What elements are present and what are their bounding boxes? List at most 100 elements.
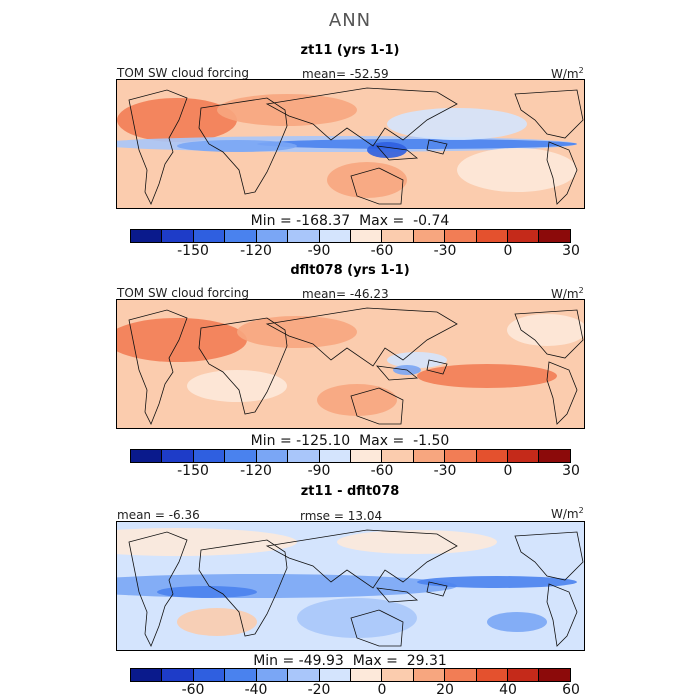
contour-region bbox=[117, 98, 237, 142]
contour-region bbox=[177, 140, 297, 152]
colorbar-swatch bbox=[162, 230, 194, 242]
colorbar-swatch bbox=[382, 230, 414, 242]
coastline bbox=[546, 361, 578, 425]
panel-1-minmax: Min = -168.37 Max = -0.74 bbox=[250, 213, 450, 229]
colorbar-tick-label: 40 bbox=[499, 682, 517, 698]
colorbar-swatch bbox=[350, 230, 383, 242]
contour-region bbox=[317, 384, 397, 416]
coastline bbox=[376, 145, 419, 161]
colorbar-swatch bbox=[193, 230, 226, 242]
colorbar-swatch bbox=[225, 669, 257, 681]
colorbar-swatch bbox=[319, 450, 351, 462]
colorbar-swatch bbox=[131, 669, 163, 681]
contour-region bbox=[257, 139, 577, 149]
panel-1-contour-field bbox=[117, 80, 584, 208]
contour-region bbox=[327, 162, 407, 198]
panel-2-units: W/m2 bbox=[551, 286, 584, 301]
contour-region bbox=[297, 598, 417, 638]
colorbar-swatch bbox=[193, 450, 226, 462]
colorbar-swatch bbox=[288, 450, 320, 462]
colorbar-tick-label: 0 bbox=[503, 243, 513, 259]
colorbar-tick-label: -30 bbox=[433, 463, 457, 479]
panel-3-colorbar-ticks: -60 -40 -20 0 20 40 60 bbox=[130, 682, 580, 700]
colorbar-tick-label: -120 bbox=[240, 463, 272, 479]
coastline bbox=[128, 89, 188, 205]
colorbar-swatch bbox=[131, 450, 163, 462]
contour-region bbox=[157, 586, 257, 598]
colorbar-tick-label: 30 bbox=[562, 243, 580, 259]
panel-3-map bbox=[116, 521, 585, 651]
contour-region bbox=[117, 528, 297, 556]
coastline bbox=[265, 307, 458, 367]
panel-1-variable-label: TOM SW cloud forcing bbox=[117, 66, 249, 80]
panel-1-colorbar-ticks: -150 -120 -90 -60 -30 0 30 bbox=[130, 243, 580, 261]
colorbar-swatch bbox=[225, 450, 257, 462]
panel-2-subtitle: dflt078 (yrs 1-1) bbox=[290, 263, 410, 278]
coastline bbox=[546, 583, 578, 647]
coastline bbox=[350, 387, 404, 425]
coastline bbox=[265, 87, 458, 147]
colorbar-swatch bbox=[225, 230, 257, 242]
coastline bbox=[198, 97, 288, 195]
coastline bbox=[514, 89, 584, 139]
colorbar-swatch bbox=[288, 230, 320, 242]
colorbar-swatch bbox=[413, 669, 446, 681]
panel-3-units: W/m2 bbox=[551, 506, 584, 521]
contour-region bbox=[387, 108, 527, 140]
colorbar-swatch bbox=[288, 669, 320, 681]
colorbar-swatch bbox=[350, 450, 383, 462]
colorbar-swatch bbox=[413, 230, 446, 242]
panel-3-subtitle: zt11 - dflt078 bbox=[300, 484, 400, 499]
colorbar-swatch bbox=[476, 450, 509, 462]
colorbar-swatch bbox=[319, 230, 351, 242]
panel-3-mean-label: mean = -6.36 bbox=[117, 508, 200, 522]
colorbar-swatch bbox=[131, 230, 163, 242]
contour-region bbox=[387, 352, 447, 368]
colorbar-swatch bbox=[382, 669, 414, 681]
coastline bbox=[350, 609, 404, 647]
colorbar-tick-label: -60 bbox=[370, 243, 394, 259]
colorbar-tick-label: 0 bbox=[503, 463, 513, 479]
colorbar-tick-label: -30 bbox=[433, 243, 457, 259]
contour-region bbox=[507, 314, 584, 346]
colorbar-swatch bbox=[508, 230, 540, 242]
colorbar-swatch bbox=[508, 450, 540, 462]
panel-2-colorbar-ticks: -150 -120 -90 -60 -30 0 30 bbox=[130, 463, 580, 481]
panel-3-colorbar bbox=[130, 668, 571, 682]
contour-region bbox=[367, 142, 407, 158]
coastline bbox=[265, 529, 458, 589]
colorbar-swatch bbox=[162, 669, 194, 681]
coastline bbox=[426, 139, 448, 155]
colorbar-swatch bbox=[476, 669, 509, 681]
contour-region bbox=[337, 530, 497, 554]
contour-region bbox=[237, 316, 357, 348]
colorbar-swatch bbox=[193, 669, 226, 681]
panel-2-minmax: Min = -125.10 Max = -1.50 bbox=[250, 433, 450, 449]
panel-2-mean-label: mean= -46.23 bbox=[302, 287, 389, 301]
coastline bbox=[376, 587, 419, 603]
coastline bbox=[514, 309, 584, 359]
panel-3-contour-field bbox=[117, 522, 584, 650]
colorbar-tick-label: -150 bbox=[177, 463, 209, 479]
panel-3-rmse-label: rmse = 13.04 bbox=[300, 509, 383, 523]
contour-region bbox=[457, 148, 577, 192]
colorbar-swatch bbox=[382, 450, 414, 462]
colorbar-swatch bbox=[256, 669, 289, 681]
panel-1-subtitle: zt11 (yrs 1-1) bbox=[300, 43, 400, 58]
panel-2-contour-field bbox=[117, 300, 584, 428]
coastline bbox=[128, 309, 188, 425]
figure-title: ANN bbox=[328, 10, 372, 31]
panel-1-colorbar bbox=[130, 229, 571, 243]
colorbar-swatch bbox=[162, 450, 194, 462]
colorbar-swatch bbox=[476, 230, 509, 242]
colorbar-swatch bbox=[319, 669, 351, 681]
panel-2-variable-label: TOM SW cloud forcing bbox=[117, 286, 249, 300]
coastline bbox=[426, 359, 448, 375]
colorbar-tick-label: -40 bbox=[244, 682, 268, 698]
colorbar-tick-label: -60 bbox=[370, 463, 394, 479]
colorbar-tick-label: -90 bbox=[307, 463, 331, 479]
contour-region bbox=[217, 94, 357, 126]
coastline bbox=[546, 141, 578, 205]
coastline bbox=[376, 365, 419, 381]
colorbar-tick-label: 60 bbox=[562, 682, 580, 698]
